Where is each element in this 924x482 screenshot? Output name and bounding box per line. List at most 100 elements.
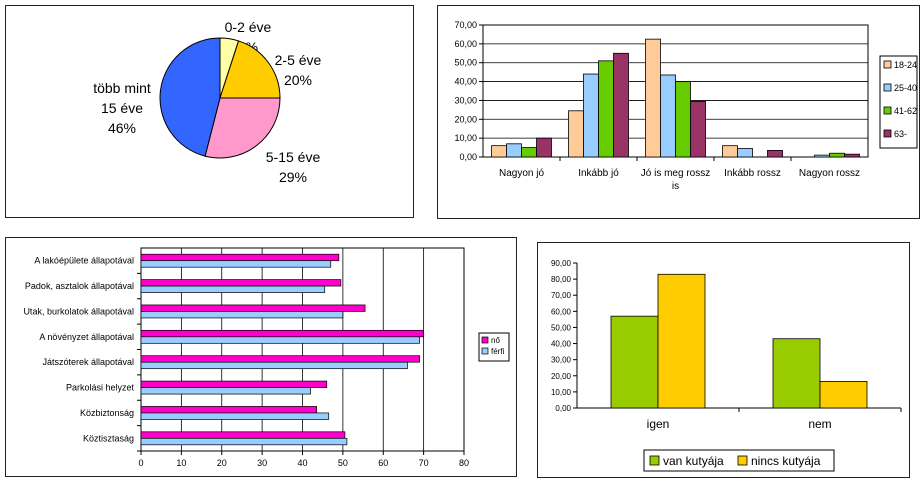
bar bbox=[613, 52, 629, 158]
y-tick-label: Parkolási helyzet bbox=[66, 383, 135, 393]
bar bbox=[660, 74, 676, 158]
legend-swatch bbox=[481, 336, 489, 344]
legend-label: 63- bbox=[894, 129, 907, 139]
y-tick-label: Köztisztaság bbox=[83, 433, 134, 443]
y-tick-label: 70,00 bbox=[551, 291, 572, 300]
y-tick-label: Közbiztonság bbox=[80, 408, 134, 418]
y-tick-label: 50,00 bbox=[454, 58, 477, 68]
legend-label: van kutyája bbox=[663, 454, 724, 468]
bar bbox=[568, 110, 584, 158]
y-tick-label: 60,00 bbox=[454, 39, 477, 49]
pie-slice-label: 46% bbox=[108, 120, 136, 136]
bar bbox=[690, 100, 706, 158]
x-tick-label: igen bbox=[647, 417, 670, 431]
legend-label: 18-24 bbox=[894, 60, 917, 70]
y-tick-label: 40,00 bbox=[551, 340, 572, 349]
bar bbox=[767, 149, 783, 158]
x-tick-label: 80 bbox=[459, 458, 469, 468]
pie-slice-label: 20% bbox=[284, 72, 312, 88]
legend-swatch bbox=[883, 60, 892, 69]
legend bbox=[478, 332, 510, 362]
y-tick-label: 70,00 bbox=[454, 20, 477, 30]
x-tick-label: 70 bbox=[419, 458, 429, 468]
bar bbox=[722, 145, 738, 158]
legend-swatch bbox=[737, 455, 748, 466]
bar bbox=[536, 137, 552, 158]
bar bbox=[140, 431, 346, 439]
x-tick-label: 20 bbox=[217, 458, 227, 468]
bar bbox=[140, 412, 330, 420]
bar bbox=[140, 285, 326, 293]
x-tick-label: Jó is meg rossz bbox=[641, 168, 710, 179]
bar bbox=[491, 145, 507, 158]
y-tick-label: 20,00 bbox=[454, 114, 477, 124]
bar bbox=[140, 355, 420, 363]
bar bbox=[140, 253, 340, 262]
x-tick-label: is bbox=[672, 181, 679, 192]
bar bbox=[140, 329, 424, 338]
bar bbox=[140, 336, 420, 344]
y-tick-label: Játszóterek állapotával bbox=[42, 357, 134, 367]
y-tick-label: 60,00 bbox=[551, 307, 572, 316]
legend-swatch bbox=[883, 106, 892, 115]
legend-label: nő bbox=[491, 336, 500, 345]
bar bbox=[675, 81, 691, 158]
y-tick-label: 50,00 bbox=[551, 323, 572, 332]
y-tick-label: 10,00 bbox=[551, 388, 572, 397]
y-tick-label: A lakóépülete állapotával bbox=[34, 256, 134, 266]
x-tick-label: 30 bbox=[257, 458, 267, 468]
x-tick-label: Nagyon jó bbox=[499, 168, 544, 179]
y-tick-label: Padok, asztalok állapotával bbox=[25, 281, 134, 291]
bar bbox=[140, 380, 328, 388]
y-tick-label: 30,00 bbox=[454, 95, 477, 105]
legend-swatch bbox=[649, 455, 660, 466]
y-tick-label: 10,00 bbox=[454, 133, 477, 143]
bar bbox=[645, 38, 661, 158]
legend-label: 25-40 bbox=[894, 83, 917, 93]
legend-label: nincs kutyája bbox=[751, 454, 821, 468]
dog-bar-chart: 0,00 10,00 20,00 30,00 40,00 50,00 60,00 70,00 8… bbox=[551, 259, 902, 472]
y-tick-label: 90,00 bbox=[551, 259, 572, 268]
x-tick-label: Inkább jó bbox=[578, 168, 619, 179]
bar bbox=[140, 406, 317, 414]
bar bbox=[583, 73, 599, 158]
age-bar-chart-panel: 0,00 10,00 20,00 30,00 40,00 50,00 60,00 70,00 N… bbox=[437, 5, 920, 219]
bar bbox=[829, 152, 845, 158]
pie-slice bbox=[219, 40, 281, 99]
bar bbox=[140, 279, 342, 287]
x-tick-label: 10 bbox=[176, 458, 186, 468]
age-bar-chart: 0,00 10,00 20,00 30,00 40,00 50,00 60,00 70,00 N… bbox=[454, 20, 918, 192]
pie-slice-label: több mint bbox=[93, 80, 151, 96]
pie-slice-label: 0-2 éve bbox=[225, 19, 272, 35]
x-tick-label: 0 bbox=[138, 458, 143, 468]
legend-swatch bbox=[883, 129, 892, 138]
pie-slice-label: 29% bbox=[279, 169, 307, 185]
bar bbox=[844, 153, 860, 158]
legend-label: férfi bbox=[491, 347, 505, 356]
satisfaction-bar-chart: 0 10 20 30 40 50 60 70 80 A lakóépülete állapotáv… bbox=[23, 247, 510, 468]
bar bbox=[819, 381, 868, 409]
bar bbox=[140, 387, 311, 395]
x-tick-label: Inkább rossz bbox=[724, 168, 781, 179]
x-tick-label: nem bbox=[808, 417, 831, 431]
y-tick-label: 0,00 bbox=[555, 404, 571, 413]
y-tick-label: 40,00 bbox=[454, 77, 477, 87]
y-tick-label: 30,00 bbox=[551, 356, 572, 365]
legend-label: 41-62 bbox=[894, 106, 917, 116]
bar bbox=[506, 143, 522, 158]
x-tick-label: 40 bbox=[297, 458, 307, 468]
pie-slice bbox=[159, 37, 221, 157]
legend-swatch bbox=[481, 347, 489, 355]
y-tick-label: Utak, burkolatok állapotával bbox=[23, 306, 134, 316]
pie-slice-label: 2-5 éve bbox=[275, 52, 322, 68]
pie-slice-label: 5-15 éve bbox=[266, 149, 321, 165]
y-tick-label: A növényzet állapotával bbox=[39, 332, 134, 342]
bar bbox=[598, 60, 614, 158]
pie-slice bbox=[204, 97, 281, 159]
bar bbox=[814, 154, 830, 158]
bar bbox=[657, 273, 706, 409]
y-tick-label: 80,00 bbox=[551, 275, 572, 284]
y-tick-label: 20,00 bbox=[551, 372, 572, 381]
